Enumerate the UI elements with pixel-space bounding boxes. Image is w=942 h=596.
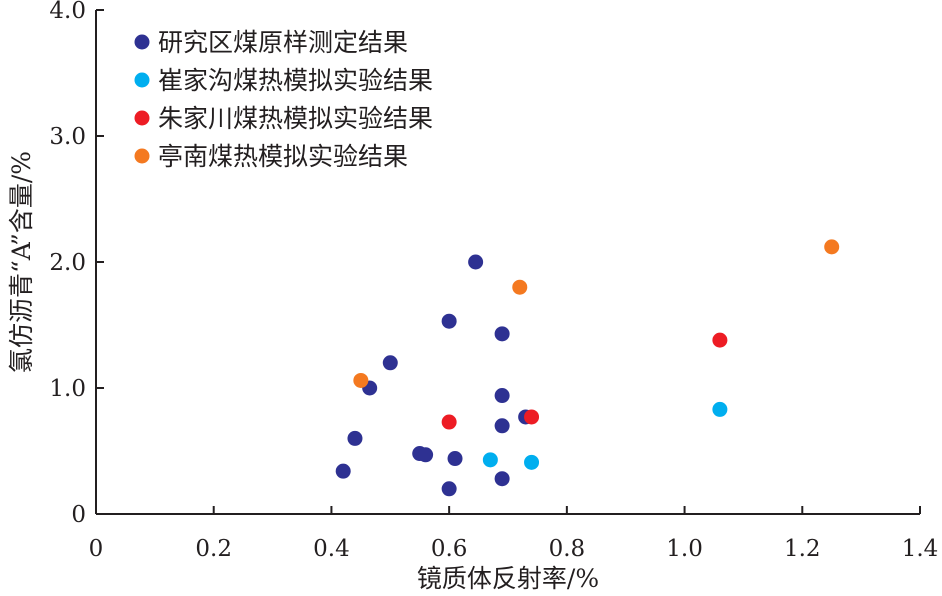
x-tick-label: 1.0 <box>666 536 703 562</box>
x-tick-label: 0.2 <box>195 536 232 562</box>
legend-marker <box>134 148 150 164</box>
data-point-series-2 <box>482 452 498 468</box>
data-point-series-1 <box>335 463 351 479</box>
legend-label: 研究区煤原样测定结果 <box>158 28 408 57</box>
data-point-series-1 <box>468 254 484 270</box>
y-tick-label: 1.0 <box>49 376 86 402</box>
data-point-series-1 <box>447 451 463 467</box>
data-point-series-3 <box>712 332 728 348</box>
y-tick-label: 3.0 <box>49 124 86 150</box>
data-point-series-3 <box>524 409 540 425</box>
x-tick-label: 0.6 <box>431 536 468 562</box>
data-point-series-1 <box>347 430 363 446</box>
x-tick-label: 1.2 <box>784 536 821 562</box>
data-point-series-2 <box>524 454 540 470</box>
legend-label: 朱家川煤热模拟实验结果 <box>158 104 433 133</box>
legend-marker <box>134 110 150 126</box>
y-tick-label: 4.0 <box>49 0 86 24</box>
data-point-series-4 <box>353 372 369 388</box>
legend-marker <box>134 34 150 50</box>
data-point-series-2 <box>712 401 728 417</box>
x-axis-title: 镜质体反射率/% <box>417 564 599 593</box>
data-point-series-1 <box>441 313 457 329</box>
x-tick-label: 0 <box>89 536 104 562</box>
x-tick-label: 0.4 <box>313 536 350 562</box>
data-point-series-4 <box>824 239 840 255</box>
x-tick-label: 0.8 <box>549 536 586 562</box>
legend-label: 崔家沟煤热模拟实验结果 <box>158 66 433 95</box>
legend-marker <box>134 72 150 88</box>
data-point-series-1 <box>494 418 510 434</box>
legend: 研究区煤原样测定结果崔家沟煤热模拟实验结果朱家川煤热模拟实验结果亭南煤热模拟实验… <box>134 28 433 171</box>
axis-ticks: 0 0.2 0.4 0.6 0.8 1.0 1.2 1.4 0 1.0 2.0 3.0 4.0 <box>49 0 938 562</box>
data-point-series-1 <box>418 447 434 463</box>
legend-label: 亭南煤热模拟实验结果 <box>158 142 408 171</box>
data-points <box>335 239 840 497</box>
x-tick-label: 1.4 <box>902 536 939 562</box>
data-point-series-1 <box>382 355 398 371</box>
data-point-series-1 <box>494 388 510 404</box>
data-point-series-1 <box>441 481 457 497</box>
data-point-series-1 <box>494 326 510 342</box>
y-axis-title: 氯仿沥青“A”含量/% <box>7 151 36 373</box>
y-tick-label: 2.0 <box>49 250 86 276</box>
data-point-series-3 <box>441 414 457 430</box>
y-tick-label: 0 <box>71 502 86 528</box>
data-point-series-4 <box>512 279 528 295</box>
data-point-series-1 <box>494 471 510 487</box>
